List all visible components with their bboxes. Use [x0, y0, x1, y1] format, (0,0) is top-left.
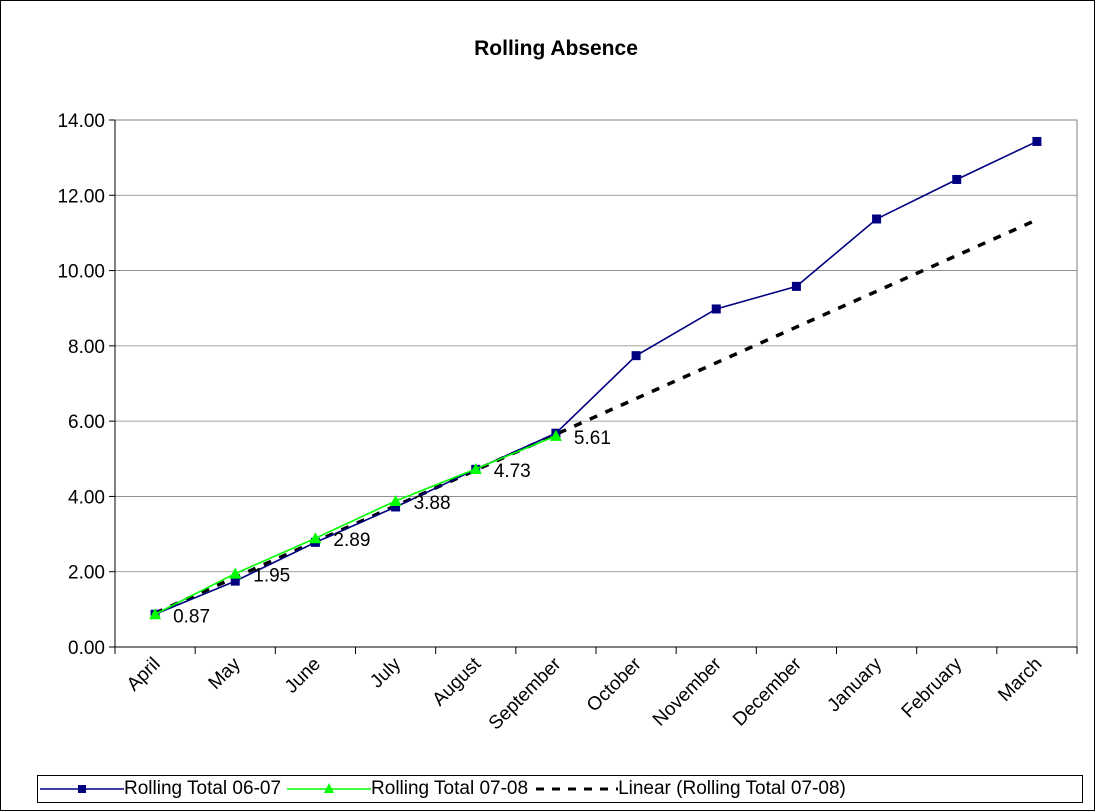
point-triangle-marker: [149, 608, 162, 620]
point-square-marker: [952, 174, 962, 184]
legend-symbol-triangle: [287, 783, 372, 793]
data-label: 0.87: [173, 606, 210, 627]
x-tick-label: February: [898, 653, 967, 722]
x-tick-label: May: [205, 653, 246, 694]
point-square-marker: [1032, 136, 1042, 146]
legend: Rolling Total 06-07 Rolling Total 07-08 …: [37, 775, 1083, 803]
data-label: 1.95: [253, 566, 290, 587]
legend-item-linear-trend: Linear (Rolling Total 07-08): [534, 778, 846, 800]
x-tick-label: October: [583, 653, 646, 716]
legend-label: Linear (Rolling Total 07-08): [618, 778, 846, 799]
plot-series: [149, 136, 1042, 620]
legend-label: Rolling Total 06-07: [124, 778, 282, 799]
x-tick-label: September: [485, 653, 566, 734]
y-tick-label: 12.00: [57, 186, 105, 207]
data-label: 3.88: [414, 493, 451, 514]
trendline-linear-07-08: [154, 218, 1038, 615]
y-tick-label: 6.00: [68, 412, 105, 433]
legend-symbol-square: [40, 785, 124, 793]
data-label: 5.61: [574, 428, 611, 449]
x-tick-label: January: [823, 653, 886, 716]
series-line-0: [154, 140, 1038, 615]
point-square-marker: [872, 214, 882, 224]
y-tick-label: 14.00: [57, 111, 105, 132]
y-tick-label: 2.00: [68, 563, 105, 584]
data-labels: 0.87 1.95 2.89 3.88 4.73 5.61: [173, 428, 611, 627]
x-tick-label: December: [729, 653, 806, 730]
point-triangle-marker: [229, 567, 242, 579]
y-tick-label: 0.00: [68, 638, 105, 659]
point-square-marker: [711, 304, 721, 314]
legend-symbol-dashed: [536, 787, 619, 791]
x-tick-label: April: [123, 654, 165, 696]
legend-item-rolling-total-06-07: Rolling Total 06-07: [40, 778, 281, 800]
data-label: 2.89: [333, 530, 370, 551]
y-tick-label: 8.00: [68, 337, 105, 358]
x-tick-label: March: [994, 654, 1046, 706]
point-square-marker: [230, 576, 240, 586]
x-tick-label: August: [429, 653, 486, 710]
legend-label: Rolling Total 07-08: [371, 778, 529, 799]
data-label: 4.73: [494, 461, 531, 482]
x-tick-label: June: [281, 654, 325, 698]
legend-item-rolling-total-07-08: Rolling Total 07-08: [287, 778, 528, 800]
point-triangle-marker: [389, 494, 402, 506]
point-triangle-marker: [549, 429, 562, 441]
point-triangle-marker: [309, 532, 322, 544]
point-square-marker: [631, 351, 641, 361]
x-tick-label: July: [366, 653, 405, 692]
series-line-1: [154, 435, 557, 615]
point-triangle-marker: [469, 462, 482, 474]
point-square-marker: [391, 502, 401, 512]
y-tick-label: 4.00: [68, 487, 105, 508]
y-tick-label: 10.00: [57, 262, 105, 283]
chart-title: Rolling Absence: [474, 37, 638, 60]
point-square-marker: [791, 281, 801, 291]
x-tick-label: November: [649, 653, 726, 730]
